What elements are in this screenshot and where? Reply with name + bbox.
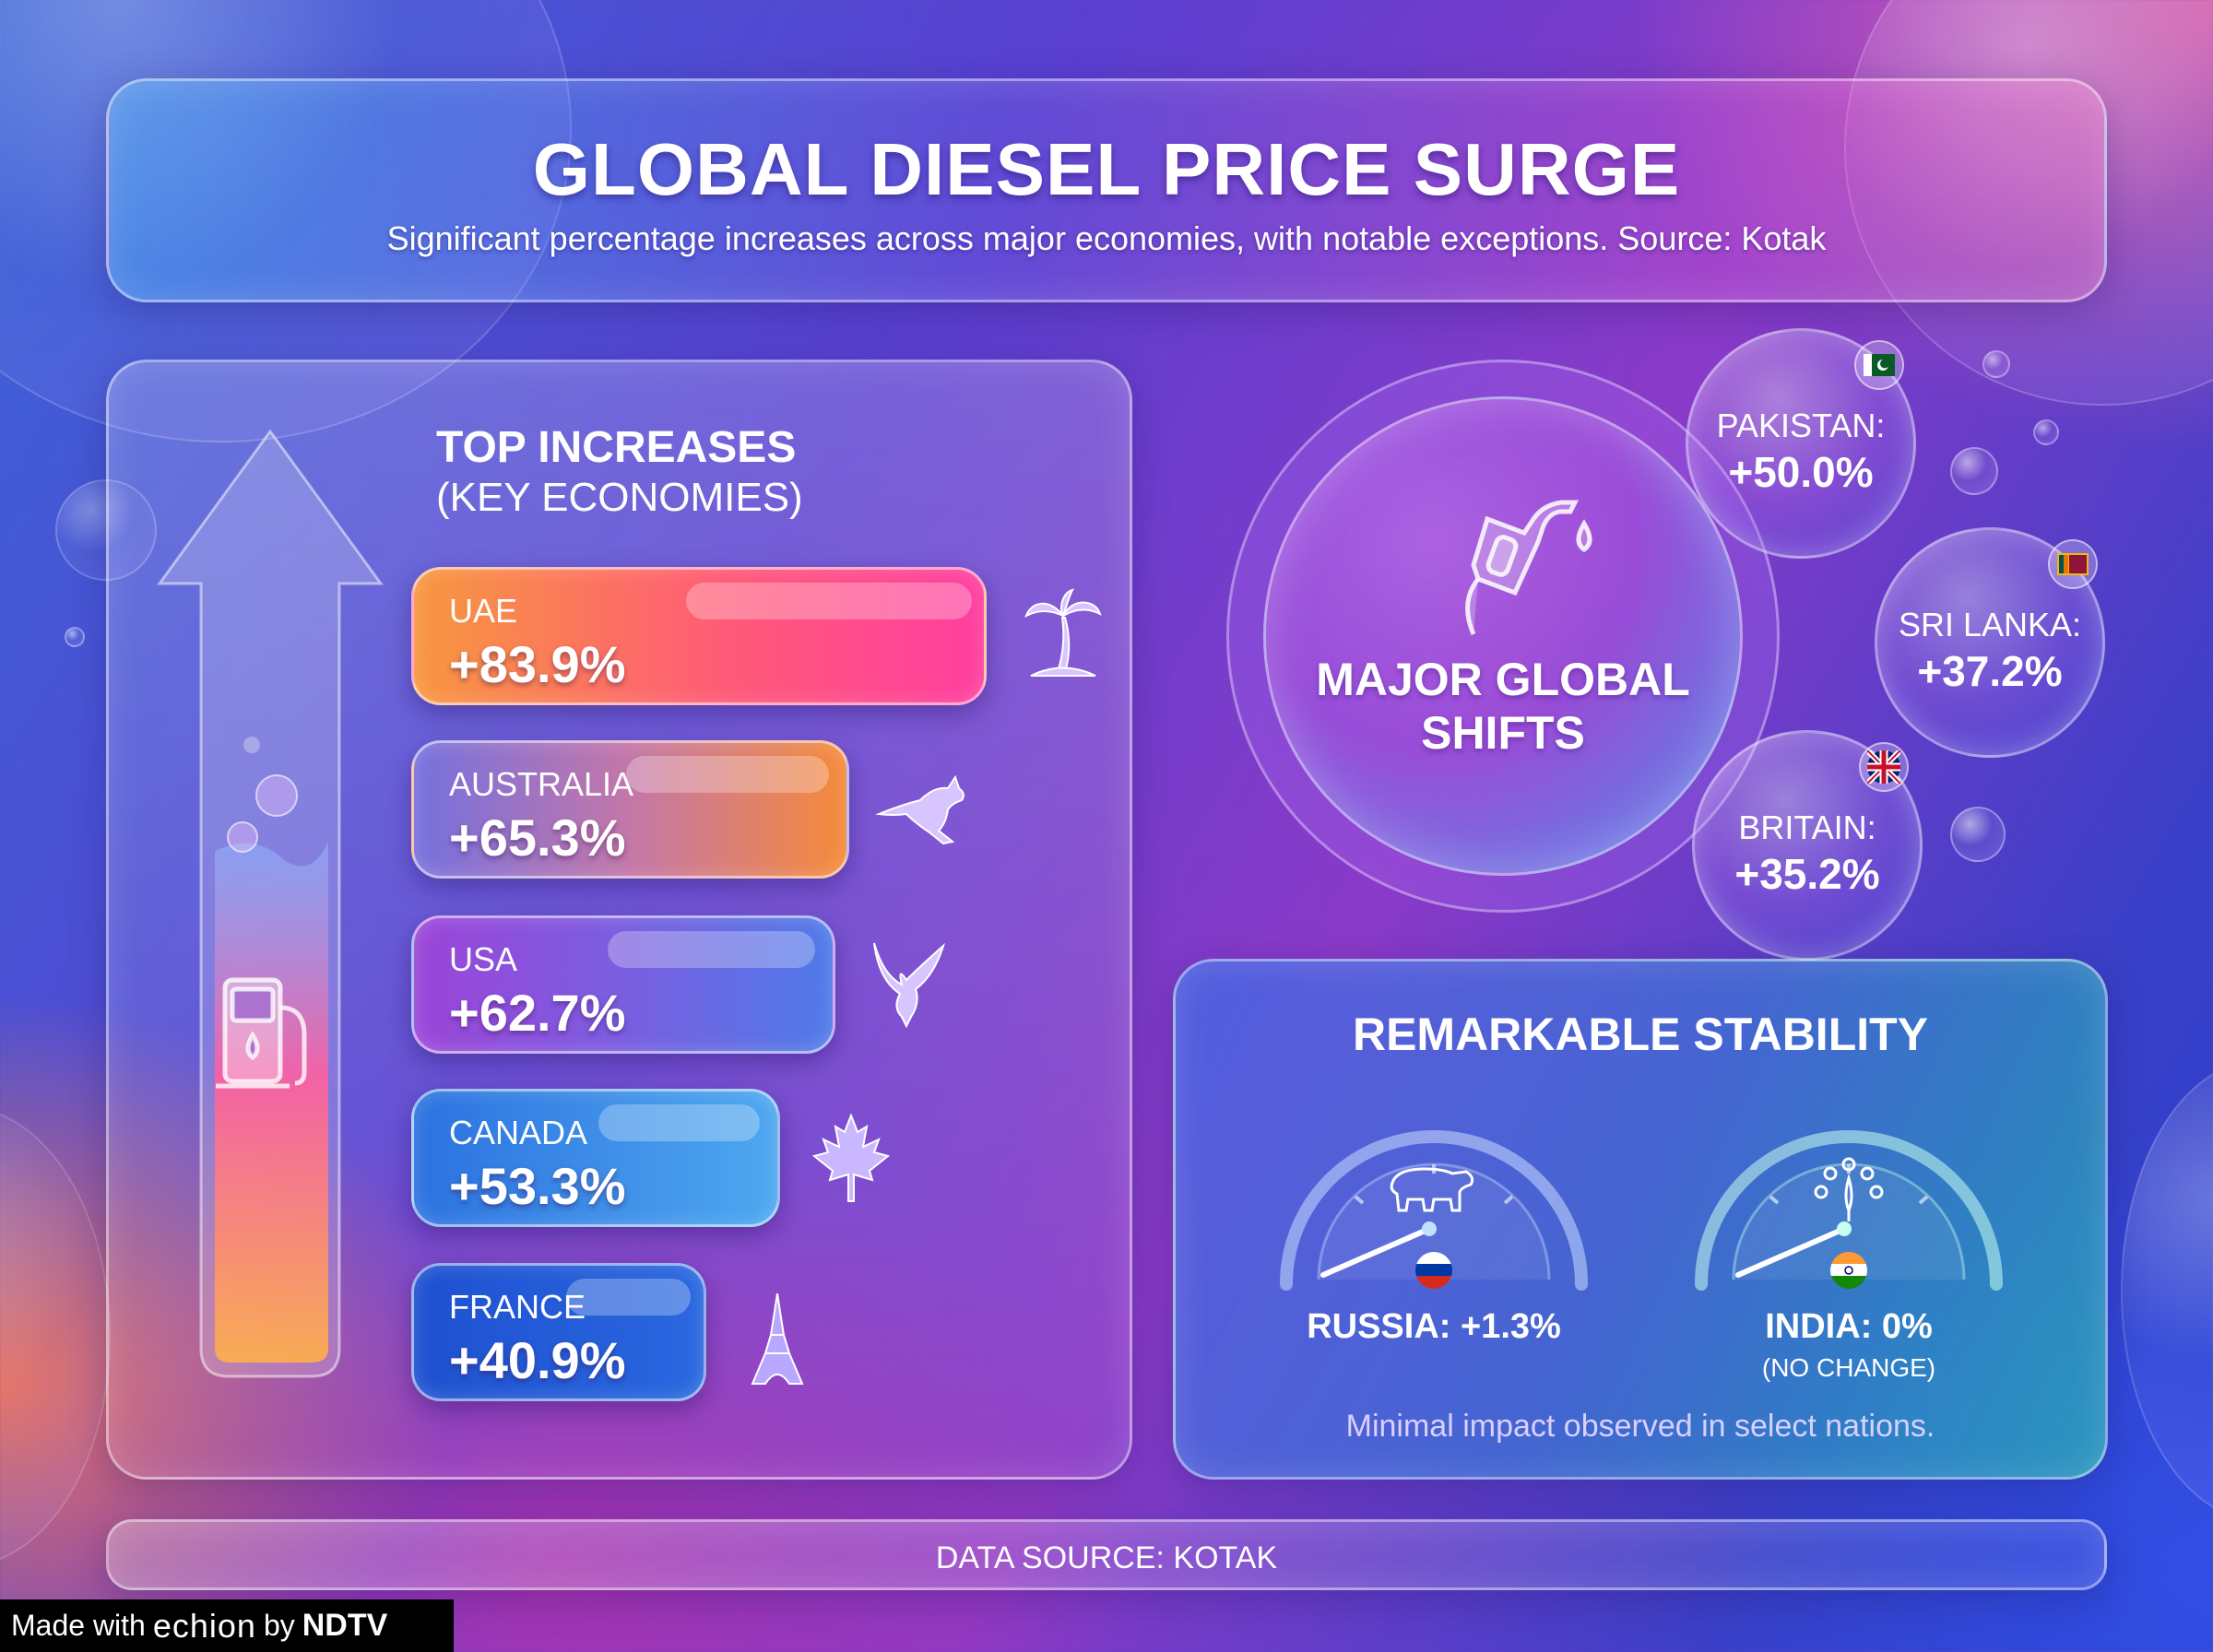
ndtv-logo: NDTV xyxy=(302,1608,388,1643)
echion-logo: echion xyxy=(152,1606,256,1645)
bar-australia: AUSTRALIA +65.3% xyxy=(411,740,849,879)
major-shifts-title-line1: MAJOR GLOBAL xyxy=(1316,654,1690,705)
bear-icon xyxy=(1390,1167,1474,1212)
india-gauge xyxy=(1695,1130,2003,1291)
bar-value: +40.9% xyxy=(449,1331,626,1389)
peacock-icon xyxy=(1814,1157,1884,1221)
bubble-value: +35.2% xyxy=(1734,850,1880,898)
bar-country-label: UAE xyxy=(449,592,518,630)
header-panel: GLOBAL DIESEL PRICE SURGE Significant pe… xyxy=(106,78,2107,302)
bar-country-label: FRANCE xyxy=(449,1288,586,1326)
india-label: INDIA: 0% xyxy=(1765,1307,1933,1346)
uk-flag-icon xyxy=(1859,742,1909,792)
page-subtitle: Significant percentage increases across … xyxy=(386,219,1827,257)
made-with-badge[interactable]: Made with echion by NDTV xyxy=(0,1599,454,1652)
bar-uae: UAE +83.9% xyxy=(411,567,987,705)
bar-country-label: AUSTRALIA xyxy=(449,765,634,803)
russia-gauge xyxy=(1280,1130,1588,1291)
top-increases-subtitle: (KEY ECONOMIES) xyxy=(436,475,803,520)
decorative-bubble xyxy=(1950,807,2006,862)
decorative-bubble xyxy=(2033,419,2059,445)
major-shifts-bubble: MAJOR GLOBAL SHIFTS xyxy=(1263,396,1743,876)
india-sublabel: (NO CHANGE) xyxy=(1761,1353,1936,1382)
bar-value: +53.3% xyxy=(449,1157,626,1215)
stability-title: REMARKABLE STABILITY xyxy=(1352,1009,1929,1060)
stability-note: Minimal impact observed in select nation… xyxy=(1345,1409,1935,1444)
major-shifts-title-line2: SHIFTS xyxy=(1421,707,1585,759)
decorative-bubble xyxy=(55,479,157,581)
bubble-britain: BRITAIN: +35.2% xyxy=(1692,730,1923,961)
top-increases-title: TOP INCREASES xyxy=(436,423,797,472)
bar-country-label: USA xyxy=(449,940,518,978)
decorative-bubble xyxy=(0,1106,111,1567)
bar-country-label: CANADA xyxy=(449,1114,588,1151)
data-source-text: DATA SOURCE: KOTAK xyxy=(935,1540,1278,1575)
fuel-nozzle-icon xyxy=(1465,500,1592,635)
eiffel-tower-icon xyxy=(751,1293,804,1385)
page-title: GLOBAL DIESEL PRICE SURGE xyxy=(532,128,1681,210)
top-increases-panel: TOP INCREASES (KEY ECONOMIES) UAE +83.9%… xyxy=(106,360,1132,1480)
bubble-pakistan: PAKISTAN: +50.0% xyxy=(1686,328,1916,559)
bubble-value: +37.2% xyxy=(1917,647,2063,695)
by-text: by xyxy=(263,1609,295,1642)
russia-label: RUSSIA: +1.3% xyxy=(1307,1307,1561,1346)
decorative-bubble xyxy=(65,627,85,647)
stability-panel: REMARKABLE STABILITY RUSSIA: +1.3% IN xyxy=(1173,959,2108,1480)
bubble-sri-lanka: SRI LANKA: +37.2% xyxy=(1875,527,2105,758)
fuel-pump-icon xyxy=(216,977,307,1089)
pakistan-flag-icon xyxy=(1854,340,1904,390)
bar-france: FRANCE +40.9% xyxy=(411,1263,706,1401)
bar-value: +83.9% xyxy=(449,635,626,693)
eagle-icon xyxy=(873,942,946,1029)
sri-lanka-flag-icon xyxy=(2048,539,2098,589)
decorative-bubble xyxy=(1982,350,2010,378)
india-flag-icon xyxy=(1830,1252,1867,1289)
kangaroo-icon xyxy=(875,774,964,845)
bar-value: +62.7% xyxy=(449,984,626,1042)
data-source-bar: DATA SOURCE: KOTAK xyxy=(106,1519,2107,1590)
russia-flag-icon xyxy=(1415,1252,1452,1289)
bubble-country: PAKISTAN: xyxy=(1716,407,1886,444)
maple-leaf-icon xyxy=(811,1114,891,1202)
decorative-bubble xyxy=(2121,1060,2213,1521)
palm-tree-icon xyxy=(1024,588,1102,677)
bar-value: +65.3% xyxy=(449,808,626,867)
bubble-country: SRI LANKA: xyxy=(1898,606,2082,643)
decorative-bubble xyxy=(1950,447,1998,495)
rising-arrow-icon xyxy=(157,429,384,1378)
bubble-country: BRITAIN: xyxy=(1738,808,1876,846)
made-with-text: Made with xyxy=(11,1609,146,1642)
bar-usa: USA +62.7% xyxy=(411,915,835,1054)
bar-canada: CANADA +53.3% xyxy=(411,1089,780,1227)
bubble-value: +50.0% xyxy=(1728,448,1874,496)
